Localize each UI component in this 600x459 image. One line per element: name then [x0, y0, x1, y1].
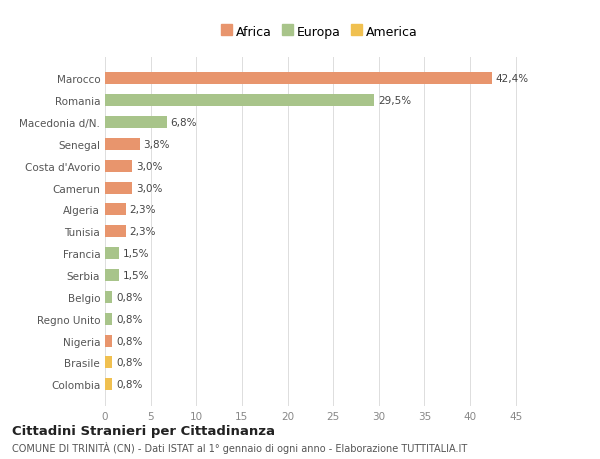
- Text: COMUNE DI TRINITÀ (CN) - Dati ISTAT al 1° gennaio di ogni anno - Elaborazione TU: COMUNE DI TRINITÀ (CN) - Dati ISTAT al 1…: [12, 441, 467, 453]
- Text: 3,8%: 3,8%: [143, 140, 170, 150]
- Text: 0,8%: 0,8%: [116, 380, 142, 389]
- Legend: Africa, Europa, America: Africa, Europa, America: [218, 22, 422, 42]
- Text: 0,8%: 0,8%: [116, 292, 142, 302]
- Bar: [105, 226, 126, 238]
- Text: 1,5%: 1,5%: [122, 270, 149, 280]
- Text: 42,4%: 42,4%: [496, 74, 529, 84]
- Bar: [105, 247, 119, 260]
- Bar: [105, 73, 492, 85]
- Bar: [105, 182, 133, 194]
- Text: 0,8%: 0,8%: [116, 314, 142, 324]
- Text: 29,5%: 29,5%: [378, 96, 411, 106]
- Bar: [105, 160, 133, 173]
- Text: 3,0%: 3,0%: [136, 183, 163, 193]
- Text: 2,3%: 2,3%: [130, 227, 156, 237]
- Bar: [105, 313, 112, 325]
- Text: 2,3%: 2,3%: [130, 205, 156, 215]
- Bar: [105, 357, 112, 369]
- Text: 0,8%: 0,8%: [116, 336, 142, 346]
- Bar: [105, 378, 112, 390]
- Bar: [105, 95, 374, 107]
- Bar: [105, 117, 167, 129]
- Text: 3,0%: 3,0%: [136, 162, 163, 171]
- Bar: [105, 139, 140, 151]
- Bar: [105, 204, 126, 216]
- Text: Cittadini Stranieri per Cittadinanza: Cittadini Stranieri per Cittadinanza: [12, 424, 275, 437]
- Text: 1,5%: 1,5%: [122, 249, 149, 258]
- Bar: [105, 291, 112, 303]
- Text: 6,8%: 6,8%: [171, 118, 197, 128]
- Bar: [105, 335, 112, 347]
- Bar: [105, 269, 119, 281]
- Text: 0,8%: 0,8%: [116, 358, 142, 368]
